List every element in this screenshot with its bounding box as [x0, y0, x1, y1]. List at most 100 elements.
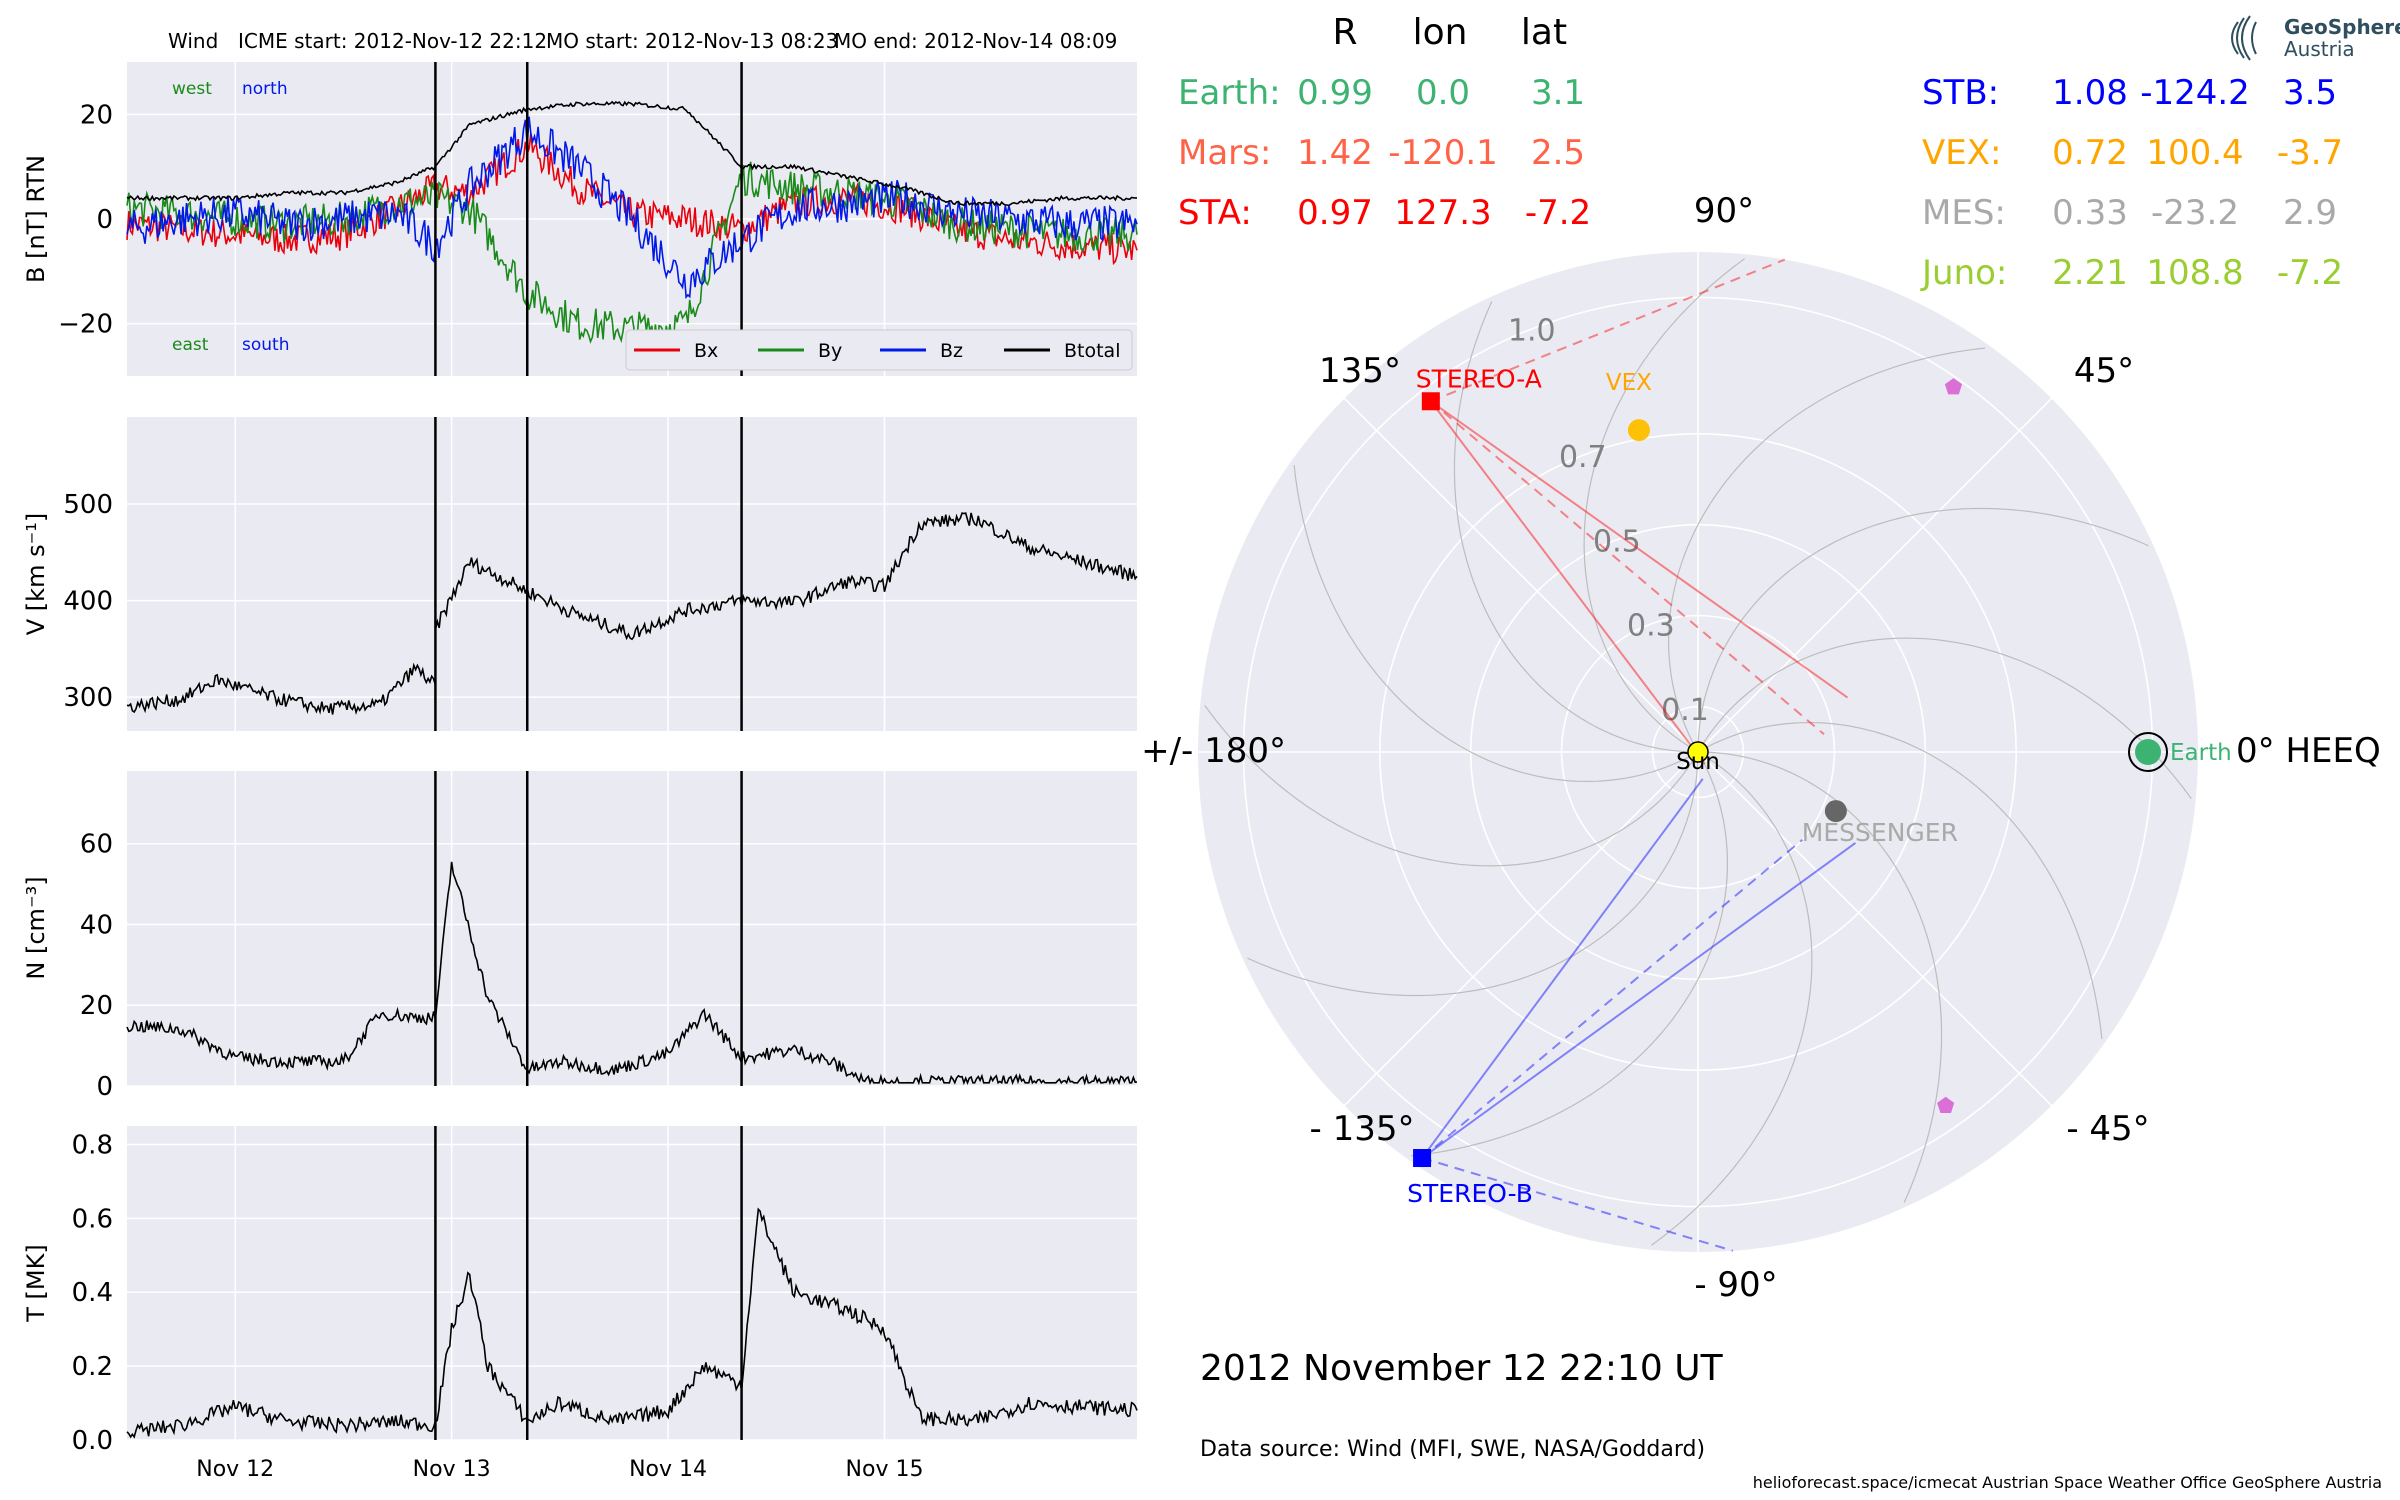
- angle-spoke: [1697, 397, 2053, 753]
- radial-tick-label: 0.3: [1627, 609, 1675, 644]
- y-tick-label: 20: [80, 991, 113, 1021]
- y-tick-labels: 60 40 20 0: [80, 830, 113, 1102]
- series-group: [126, 100, 1138, 347]
- legend-btotal: Btotal: [1064, 340, 1120, 362]
- angle-spoke: [1697, 751, 2053, 1107]
- parker-spiral: [1410, 759, 1729, 1157]
- grid: [127, 1126, 1137, 1441]
- pentagon-marker: [1937, 1096, 1955, 1113]
- y-tick-labels: 0.8 0.6 0.4 0.2 0.0: [72, 1130, 113, 1456]
- series-line-bz: [126, 116, 1138, 300]
- parker-spirals: [1204, 258, 2192, 1246]
- position-value-lon: -124.2: [2140, 73, 2250, 113]
- series-group: [126, 861, 1138, 1086]
- earth-label: Earth: [2170, 740, 2232, 766]
- parker-spiral: [1293, 464, 1691, 783]
- position-value-lon: 100.4: [2146, 133, 2243, 173]
- y-tick-label: 0.2: [72, 1352, 113, 1382]
- vex-marker: [1627, 419, 1650, 442]
- y-tick-label: 40: [80, 910, 113, 940]
- earth-marker: [2135, 739, 2161, 765]
- series-line-btotal: [126, 100, 1138, 207]
- fov-line: [1421, 842, 1857, 1159]
- position-value-r: 0.72: [2052, 133, 2128, 173]
- positions-left-column: Earth: 0.99 0.0 3.1 Mars: 1.42 -120.1 2.5 STA: 0.…: [1178, 73, 1591, 233]
- position-value-lon: 0.0: [1416, 73, 1470, 113]
- sun-marker: [1687, 741, 1709, 763]
- legend-box: [625, 329, 1133, 371]
- angle-label-45: 45°: [2074, 351, 2134, 391]
- parker-spiral: [1667, 347, 1986, 745]
- earth-ring: [2128, 732, 2168, 772]
- messenger-label: MESSENGER: [1802, 818, 1958, 847]
- position-row-label: STB:: [1922, 73, 1999, 113]
- annotation-east: east: [172, 335, 209, 355]
- header-lon: lon: [1413, 12, 1468, 53]
- parker-spiral: [1707, 751, 1943, 1203]
- header-mo-start: MO start: 2012-Nov-13 08:23: [546, 29, 838, 53]
- x-tick-label: Nov 13: [413, 1457, 491, 1482]
- messenger-marker: [1824, 800, 1847, 823]
- header-icme-start: ICME start: 2012-Nov-12 22:12: [238, 29, 547, 53]
- legend-by: By: [818, 340, 842, 362]
- logo-line2: Austria: [2284, 37, 2355, 61]
- panel-bg: [127, 1126, 1137, 1440]
- y-tick-label: 0: [96, 1072, 113, 1102]
- pentagon-marker: [1944, 378, 1963, 395]
- position-row-label: STA:: [1178, 193, 1252, 233]
- radial-tick-label: 0.7: [1559, 440, 1607, 475]
- radial-tick-label: 0.1: [1661, 693, 1709, 728]
- y-tick-label: 0.0: [72, 1426, 113, 1456]
- parker-spiral: [1247, 761, 1699, 997]
- radial-tick-labels: 1.0 0.7 0.5 0.3 0.1: [1508, 314, 1709, 728]
- annotation-south: south: [242, 335, 289, 355]
- event-lines: [434, 62, 743, 376]
- y-tick-label: 20: [80, 100, 113, 130]
- y-tick-label: 0.8: [72, 1130, 113, 1160]
- panel-magnetic-field: 200−20 B [nT] RTN west north east south …: [22, 62, 1138, 376]
- position-row-label: Earth:: [1178, 73, 1281, 113]
- panel-temperature: 0.80.60.40.20.0 T [MK] Nov 12 Nov 13 Nov 1…: [22, 1126, 1138, 1482]
- x-tick-label: Nov 15: [846, 1457, 924, 1482]
- series-group: [126, 512, 1138, 716]
- parker-spiral: [1702, 637, 2192, 799]
- y-tick-label: −20: [58, 310, 113, 340]
- parker-spiral: [1705, 721, 2103, 1040]
- positions-right-column: STB: 1.08 -124.2 3.5 VEX: 0.72 100.4 -3.7 MES: 0.…: [1920, 73, 2343, 293]
- fov-line: [1430, 400, 1825, 736]
- series-line-density: [126, 861, 1138, 1086]
- panel-bg: [127, 417, 1137, 731]
- y-tick-label: 0.4: [72, 1278, 113, 1308]
- angle-label-180: +/- 180°: [1141, 731, 1286, 771]
- series-line-speed: [126, 512, 1138, 716]
- header-spacecraft: Wind: [168, 29, 218, 53]
- series-line-temperature: [126, 1207, 1138, 1439]
- parker-spiral: [1583, 258, 1745, 748]
- polar-plot: 1.0 0.7 0.5 0.3 0.1 Sun Earth STEREO-A STEREO-B…: [1141, 191, 2381, 1305]
- bodies: Sun Earth STEREO-A STEREO-B VEX MESSENGER: [1407, 364, 2232, 1208]
- parker-spiral: [1697, 507, 2149, 743]
- position-value-lat: -7.2: [2277, 253, 2343, 293]
- position-value-lon: 108.8: [2146, 253, 2243, 293]
- grid: [127, 771, 1137, 1087]
- y-axis-label: T [MK]: [22, 1244, 50, 1322]
- event-lines: [434, 417, 743, 731]
- series-group: [126, 1207, 1138, 1439]
- legend-bx: Bx: [694, 340, 718, 362]
- y-tick-label: 0: [96, 205, 113, 235]
- position-value-lat: 2.5: [1531, 133, 1585, 173]
- header-r: R: [1332, 12, 1357, 53]
- fov-line: [1421, 1157, 1734, 1252]
- stereo-a-marker: [1421, 392, 1440, 411]
- parker-spiral: [1204, 705, 1694, 867]
- position-value-r: 0.33: [2052, 193, 2128, 233]
- angle-spoke: [1343, 397, 1699, 753]
- radial-tick-label: 1.0: [1508, 314, 1556, 349]
- position-row-label: VEX:: [1922, 133, 2002, 173]
- footer-credits: helioforecast.space/icmecat Austrian Spa…: [1753, 1473, 2382, 1492]
- position-row-label: Mars:: [1178, 133, 1271, 173]
- y-tick-label: 400: [63, 587, 113, 617]
- stereo-fov-lines: [1421, 258, 1857, 1252]
- panel-bg: [127, 771, 1137, 1086]
